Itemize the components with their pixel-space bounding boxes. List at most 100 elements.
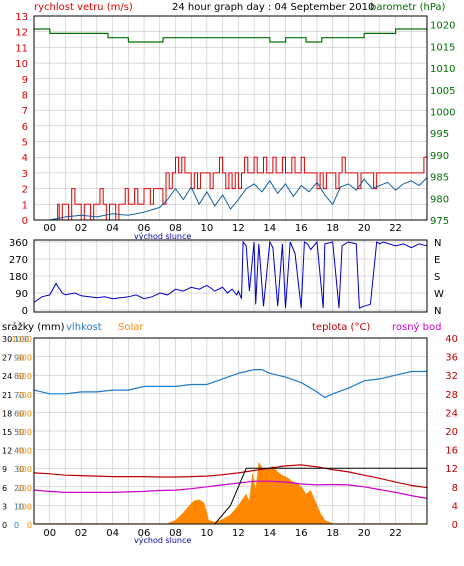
wind-average-line	[34, 177, 428, 221]
direction-tick-label: 90	[15, 289, 28, 300]
compass-tick-label: N	[434, 238, 441, 249]
temperature-tick-label: 32	[445, 371, 458, 382]
humidity-tick-label: 100	[14, 335, 29, 344]
wind-time-label: 10	[201, 223, 214, 234]
wind-tick-label: 11	[15, 43, 28, 54]
wind-time-label: 22	[389, 223, 402, 234]
direction-series	[33, 240, 428, 309]
wind-time-label: 04	[106, 223, 119, 234]
solar-tick-label: 600	[17, 409, 32, 418]
climate-panel: srážky (mm) vlhkost Solar teplota (°C) r…	[2, 321, 458, 545]
wind-tick-label: 12	[15, 28, 28, 39]
humidity-tick-label: 50	[14, 428, 24, 437]
humidity-tick-label: 20	[14, 484, 24, 493]
wind-time-label: 12	[232, 223, 245, 234]
rain-tick-label: 27	[2, 354, 12, 363]
temperature-line	[33, 464, 428, 489]
wind-tick-label: 6	[22, 122, 28, 133]
humidity-tick-label: 60	[14, 409, 24, 418]
humidity-axis-title: vlhkost	[66, 322, 102, 333]
pressure-tick-label: 990	[430, 151, 449, 162]
wind-time-label: 02	[75, 223, 88, 234]
humidity-tick-label: 40	[14, 447, 24, 456]
climate-plot-frame	[33, 337, 428, 525]
pressure-tick-label: 985	[430, 173, 449, 184]
climate-time-label: 02	[75, 528, 88, 539]
rain-tick-label: 18	[2, 409, 12, 418]
solar-tick-label: 800	[17, 372, 32, 381]
wind-tick-label: 0	[22, 216, 28, 227]
pressure-tick-label: 1015	[430, 42, 455, 53]
direction-grid	[34, 240, 428, 312]
pressure-tick-label: 1000	[430, 107, 455, 118]
climate-time-label: 08	[169, 528, 182, 539]
chart-title: 24 hour graph day : 04 September 2010	[172, 2, 374, 13]
humidity-tick-label: 90	[14, 354, 24, 363]
solar-area	[33, 461, 428, 525]
sunrise-label-bottom: východ slunce	[134, 536, 191, 545]
rain-tick-label: 24	[2, 372, 12, 381]
solar-tick-label: 200	[17, 484, 32, 493]
rain-tick-label: 12	[2, 447, 12, 456]
climate-time-label: 04	[106, 528, 119, 539]
humidity-line	[33, 369, 427, 399]
pressure-tick-label: 1005	[430, 86, 455, 97]
temperature-tick-label: 40	[445, 334, 458, 345]
temperature-axis-title: teplota (°C)	[312, 322, 370, 333]
wind-time-label: 16	[295, 223, 308, 234]
humidity-tick-label: 0	[14, 521, 19, 530]
temperature-tick-label: 0	[452, 520, 458, 531]
pressure-tick-label: 1020	[430, 21, 455, 32]
wind-tick-label: 8	[22, 90, 28, 101]
wind-time-label: 08	[169, 223, 182, 234]
wind-time-ticks: 00 02 04 06 08 10 12 14 16 18 20 22	[43, 223, 402, 234]
solar-tick-label: 100	[17, 502, 32, 511]
rain-tick-label: 30	[2, 335, 12, 344]
wind-tick-label: 1	[22, 200, 28, 211]
pressure-axis-ticks: 975 980 985 990 995 1000 1005 1010 1015 1020	[430, 21, 455, 227]
pressure-axis-title: barometr (hPa)	[370, 2, 446, 13]
wind-tick-label: 4	[22, 153, 28, 164]
climate-time-label: 18	[326, 528, 339, 539]
wind-tick-label: 2	[22, 185, 28, 196]
humidity-tick-label: 10	[14, 502, 24, 511]
temperature-tick-label: 36	[445, 353, 458, 364]
pressure-tick-label: 1010	[430, 64, 455, 75]
temperature-tick-label: 4	[452, 501, 458, 512]
rain-tick-label: 6	[2, 484, 7, 493]
direction-tick-label: 180	[9, 272, 28, 283]
wind-pressure-panel: rychlost vetru (m/s) 24 hour graph day :…	[15, 2, 455, 241]
compass-tick-label: W	[434, 289, 444, 300]
wind-time-label: 20	[358, 223, 371, 234]
temperature-axis-ticks: 0 4 8 12 16 20 24 28 32 36 40	[445, 334, 458, 531]
compass-tick-label: S	[434, 272, 440, 283]
humidity-tick-label: 70	[14, 391, 24, 400]
pressure-tick-label: 995	[430, 129, 449, 140]
wind-series	[34, 28, 428, 221]
pressure-tick-label: 980	[430, 194, 449, 205]
wind-axis-title: rychlost vetru (m/s)	[34, 2, 133, 13]
wind-time-label: 00	[43, 223, 56, 234]
wind-speed-line	[34, 156, 428, 221]
rain-tick-label: 9	[2, 465, 7, 474]
climate-time-label: 12	[232, 528, 245, 539]
solar-tick-label: 300	[17, 465, 32, 474]
direction-tick-label: 0	[22, 306, 28, 317]
wind-tick-label: 10	[15, 59, 28, 70]
solar-tick-label: 900	[17, 354, 32, 363]
solar-tick-label: 500	[17, 428, 32, 437]
temperature-tick-label: 12	[445, 464, 458, 475]
wind-tick-label: 3	[22, 169, 28, 180]
temperature-tick-label: 28	[445, 390, 458, 401]
pressure-tick-label: 975	[430, 216, 449, 227]
wind-plot-frame	[33, 15, 428, 221]
climate-time-label: 00	[43, 528, 56, 539]
climate-time-label: 14	[263, 528, 276, 539]
wind-time-label: 14	[263, 223, 276, 234]
pressure-line	[34, 28, 427, 43]
wind-tick-label: 9	[22, 75, 28, 86]
